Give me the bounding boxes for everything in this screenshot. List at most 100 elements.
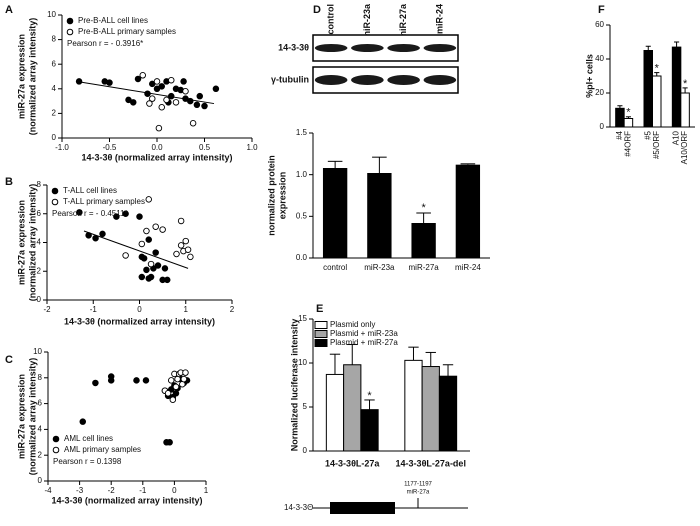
- y-tick-label: 2: [52, 109, 57, 118]
- blot-row-label: γ-tubulin: [271, 74, 309, 84]
- bar: [322, 168, 348, 258]
- point: [193, 101, 201, 109]
- point: [153, 78, 161, 85]
- x-tick-label: #5: [643, 130, 652, 139]
- y-tick-label: 0: [303, 446, 308, 455]
- y-tick-label: 4: [52, 84, 57, 93]
- point: [79, 418, 87, 425]
- legend-swatch: [314, 339, 328, 347]
- legend-swatch: [314, 330, 328, 338]
- gene-label: 14-3-3Θ: [284, 503, 313, 512]
- significance: *: [626, 107, 631, 119]
- point: [143, 266, 150, 274]
- point: [180, 78, 187, 85]
- x-tick-label: 14-3-3θL-27a: [325, 458, 380, 468]
- x-tick-label: A10: [672, 130, 681, 145]
- panel-letter: A: [5, 4, 13, 16]
- point: [182, 88, 189, 95]
- x-tick-label: 0.5: [199, 143, 211, 152]
- gene-orf: [330, 502, 395, 514]
- y-axis-label: miR-27a expression: [16, 200, 26, 285]
- site-mirna: miR-27a: [407, 490, 430, 496]
- y-tick-label: 6: [52, 59, 57, 68]
- point: [148, 95, 156, 102]
- x-tick-label: -3: [76, 486, 84, 495]
- point: [180, 375, 188, 383]
- y-axis-label: miR-27a expression: [16, 374, 26, 459]
- y-axis-label: Normalized luciferase intensity: [289, 319, 299, 452]
- y-axis-label: normalized protein: [266, 155, 276, 236]
- point: [139, 72, 146, 79]
- legend-marker: [52, 435, 60, 443]
- x-tick-label: 2: [230, 305, 235, 314]
- point: [76, 209, 83, 216]
- x-tick-label: miR-24: [455, 263, 481, 272]
- point: [143, 227, 150, 235]
- point: [142, 377, 150, 384]
- point: [122, 210, 129, 217]
- lane-label: miR-24: [434, 4, 444, 34]
- point: [196, 92, 203, 100]
- y-axis-label: (normalized array intensity): [27, 18, 37, 136]
- x-tick-label: 14-3-3θL-27a-del: [396, 458, 466, 468]
- point: [159, 226, 166, 233]
- y-tick-label: 6: [38, 399, 43, 408]
- x-tick-label: miR-23a: [364, 263, 395, 272]
- legend-label: Pre-B-ALL primary samples: [78, 27, 176, 36]
- point: [92, 379, 99, 387]
- point: [140, 255, 148, 262]
- significance: *: [655, 63, 660, 75]
- y-tick-label: 0.0: [296, 253, 308, 262]
- x-tick-label: 1: [204, 486, 209, 495]
- site-label: 1177-1197: [404, 482, 432, 488]
- blot-band: [351, 75, 384, 85]
- point: [189, 119, 197, 127]
- point: [187, 253, 194, 261]
- significance: *: [367, 390, 372, 402]
- point: [212, 85, 220, 93]
- y-tick-label: 4: [38, 425, 43, 434]
- y-tick-label: 10: [47, 10, 56, 19]
- x-axis-label: 14-3-3θ (normalized array intensity): [52, 495, 203, 505]
- y-axis-label: expression: [277, 172, 287, 220]
- point: [147, 273, 155, 281]
- x-tick-label: -0.5: [103, 143, 117, 152]
- legend-label: T-ALL primary samples: [63, 197, 145, 206]
- y-tick-label: 5: [303, 402, 308, 411]
- y-tick-label: 0.5: [296, 211, 308, 220]
- point: [167, 76, 175, 84]
- bar: [615, 107, 625, 128]
- point: [158, 83, 165, 90]
- panel-letter: B: [5, 176, 13, 188]
- bar: [325, 373, 345, 452]
- annotation: Pearson r = - 0.4511*: [52, 209, 128, 218]
- annotation: Pearson r = - 0.3916*: [67, 39, 143, 48]
- x-axis-label: 14-3-3θ (normalized array intensity): [82, 152, 233, 162]
- point: [173, 250, 180, 258]
- point: [144, 90, 151, 97]
- point: [169, 396, 177, 403]
- point: [129, 99, 137, 106]
- y-tick-label: 10: [33, 347, 42, 356]
- lane-label: control: [326, 4, 336, 35]
- legend-marker: [66, 28, 74, 36]
- point: [146, 100, 153, 107]
- point: [107, 373, 115, 380]
- point: [138, 273, 146, 281]
- x-tick-label: #4: [615, 130, 624, 139]
- blot-band: [423, 44, 457, 52]
- panel-letter: C: [5, 354, 13, 366]
- blot-band: [314, 75, 348, 85]
- panel-letter: E: [316, 303, 323, 315]
- y-tick-label: 40: [595, 54, 604, 63]
- point: [113, 213, 120, 220]
- regression-line: [76, 80, 215, 105]
- y-axis-label: (normalized array intensity): [27, 358, 37, 476]
- point: [177, 242, 185, 249]
- legend-label: AML cell lines: [64, 434, 113, 443]
- bar: [455, 164, 481, 258]
- legend-marker: [52, 446, 60, 454]
- y-tick-label: 2: [37, 266, 42, 275]
- legend-marker: [66, 17, 74, 25]
- x-tick-label: -4: [44, 486, 52, 495]
